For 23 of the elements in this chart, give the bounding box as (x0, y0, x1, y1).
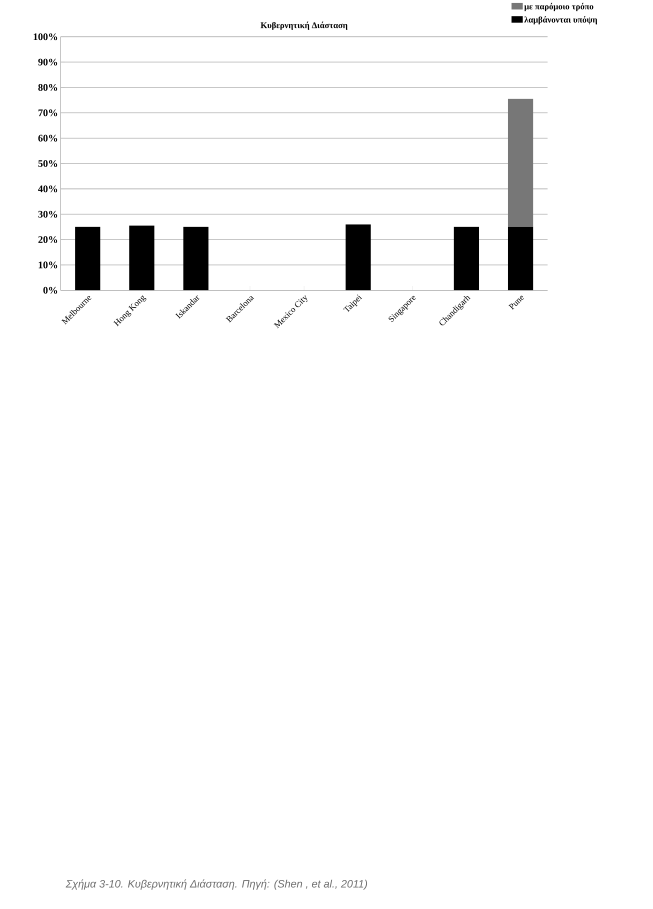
text: Σχήμα 3-10. Κυβερνητική Διάσταση. Πηγή: (Shen , et al., 2011) (66, 879, 368, 890)
bar (508, 226, 534, 290)
y-tick-label: 0% (43, 286, 58, 294)
y-tick-label: 80% (38, 84, 58, 91)
legend-label: λαμβάνονται υπόψη (524, 16, 598, 24)
y-tick-label: 20% (38, 236, 58, 244)
y-tick-label: 60% (38, 134, 58, 142)
bar (454, 226, 480, 290)
y-tick-label: 50% (38, 160, 58, 167)
y-tick-label: 10% (38, 262, 58, 268)
legend-label: με παρόμοιο τρόπο (524, 2, 594, 12)
bar (129, 226, 154, 290)
bar (183, 226, 208, 290)
y-tick-label: 40% (38, 185, 58, 192)
chart-title: Κυβερνητική Διάσταση (260, 22, 348, 30)
y-tick-label: 30% (38, 210, 58, 218)
x-tick-label: Pune (508, 296, 524, 310)
y-tick-label: 90% (38, 58, 58, 66)
y-tick-label: 100% (34, 33, 58, 40)
bar (75, 226, 100, 290)
bar (346, 224, 371, 290)
y-tick-label: 70% (38, 109, 58, 116)
bar (508, 98, 534, 227)
